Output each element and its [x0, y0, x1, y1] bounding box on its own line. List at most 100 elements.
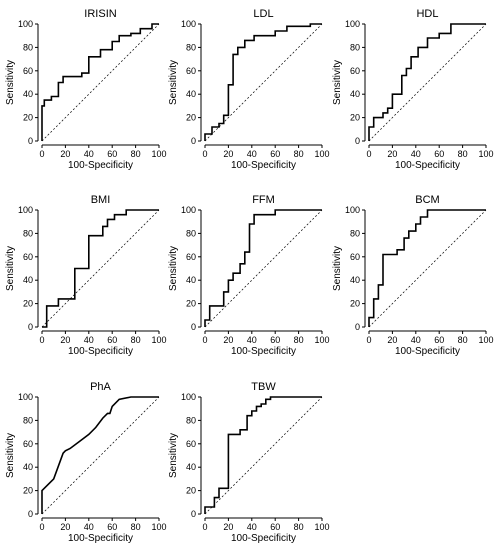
reference-diagonal: [41, 23, 160, 142]
y-axis-label: Sensitivity: [5, 60, 16, 105]
y-tick-label: 80: [23, 228, 33, 238]
y-tick-label: 100: [18, 392, 33, 402]
y-tick-label: 40: [23, 462, 33, 472]
y-tick-label: 20: [186, 113, 196, 123]
x-tick-label: 100: [151, 335, 166, 345]
x-tick-label: 20: [387, 149, 397, 159]
x-axis-label: 100-Specificity: [68, 346, 133, 357]
y-tick-label: 0: [191, 136, 196, 146]
x-tick-label: 100: [314, 335, 329, 345]
x-tick-label: 60: [107, 335, 117, 345]
roc-panel-irisin: IRISIN 0 20 40 60 80 100 0 20 40 60 80 100 100-Specif…: [5, 8, 167, 171]
x-tick-label: 60: [107, 149, 117, 159]
x-tick-label: 20: [223, 149, 233, 159]
y-tick-label: 20: [23, 486, 33, 496]
roc-curve: [204, 23, 322, 141]
x-tick-label: 0: [39, 149, 44, 159]
panel-title: FFM: [252, 194, 275, 206]
reference-diagonal: [368, 23, 487, 142]
reference-diagonal: [41, 396, 160, 515]
roc-panel-bcm: BCM 0 20 40 60 80 100 0 20 40 60 80 100 100-Specifici…: [332, 194, 494, 357]
roc-curve: [42, 209, 159, 328]
x-tick-label: 40: [84, 522, 94, 532]
x-tick-label: 40: [247, 335, 257, 345]
x-tick-label: 40: [84, 149, 94, 159]
reference-diagonal: [204, 209, 323, 328]
panel-title: IRISIN: [84, 8, 116, 20]
y-axis-label: Sensitivity: [5, 246, 16, 291]
reference-diagonal: [204, 23, 323, 142]
y-tick-label: 80: [350, 42, 360, 52]
x-tick-label: 40: [247, 522, 257, 532]
reference-diagonal: [41, 209, 160, 328]
y-tick-label: 60: [350, 66, 360, 76]
x-axis-label: 100-Specificity: [395, 160, 460, 171]
y-tick-label: 20: [23, 113, 33, 123]
y-tick-label: 100: [18, 19, 33, 29]
y-tick-label: 60: [23, 252, 33, 262]
x-tick-label: 0: [39, 335, 44, 345]
panel-title: TBW: [251, 381, 276, 393]
x-tick-label: 80: [131, 522, 141, 532]
y-tick-label: 80: [186, 42, 196, 52]
roc-curve: [368, 209, 486, 327]
reference-diagonal: [368, 209, 487, 328]
x-tick-label: 40: [247, 149, 257, 159]
x-tick-label: 40: [411, 149, 421, 159]
x-tick-label: 100: [478, 335, 493, 345]
y-tick-label: 60: [350, 252, 360, 262]
y-axis-label: Sensitivity: [332, 60, 343, 105]
x-tick-label: 20: [223, 522, 233, 532]
x-tick-label: 20: [60, 335, 70, 345]
y-tick-label: 100: [345, 19, 360, 29]
y-axis-label: Sensitivity: [168, 433, 179, 478]
y-tick-label: 40: [186, 462, 196, 472]
panel-title: LDL: [253, 8, 273, 20]
x-tick-label: 20: [223, 335, 233, 345]
x-tick-label: 100: [314, 149, 329, 159]
y-tick-label: 40: [350, 275, 360, 285]
y-tick-label: 40: [23, 275, 33, 285]
x-axis-label: 100-Specificity: [231, 160, 296, 171]
x-tick-label: 20: [387, 335, 397, 345]
roc-panel-pha: PhA 0 20 40 60 80 100 0 20 40 60 80 100 100-Specifici…: [5, 381, 167, 544]
y-tick-label: 40: [350, 89, 360, 99]
panel-title: BMI: [91, 194, 111, 206]
x-tick-label: 20: [60, 149, 70, 159]
y-tick-label: 100: [345, 205, 360, 215]
y-tick-label: 20: [350, 299, 360, 309]
y-tick-label: 80: [186, 228, 196, 238]
y-tick-label: 80: [23, 42, 33, 52]
x-tick-label: 0: [202, 149, 207, 159]
reference-diagonal: [204, 396, 323, 515]
roc-panel-tbw: TBW 0 20 40 60 80 100 0 20 40 60 80 100 100-Specifici…: [168, 381, 330, 544]
y-tick-label: 60: [186, 439, 196, 449]
x-tick-label: 60: [434, 149, 444, 159]
y-tick-label: 0: [28, 509, 33, 519]
panel-title: HDL: [416, 8, 438, 20]
y-tick-label: 0: [28, 322, 33, 332]
panel-title: PhA: [90, 381, 111, 393]
roc-curve: [204, 396, 322, 514]
x-axis-label: 100-Specificity: [395, 346, 460, 357]
x-tick-label: 0: [202, 522, 207, 532]
y-tick-label: 80: [186, 415, 196, 425]
y-tick-label: 20: [350, 113, 360, 123]
x-tick-label: 100: [314, 522, 329, 532]
x-tick-label: 0: [366, 149, 371, 159]
x-tick-label: 100: [151, 149, 166, 159]
y-tick-label: 0: [191, 509, 196, 519]
x-tick-label: 80: [294, 522, 304, 532]
x-tick-label: 20: [60, 522, 70, 532]
y-axis-label: Sensitivity: [332, 246, 343, 291]
x-tick-label: 80: [131, 149, 141, 159]
x-axis-label: 100-Specificity: [231, 346, 296, 357]
roc-panel-ffm: FFM 0 20 40 60 80 100 0 20 40 60 80 100 100-Specifici…: [168, 194, 330, 357]
y-tick-label: 0: [355, 136, 360, 146]
y-tick-label: 40: [23, 89, 33, 99]
y-tick-label: 60: [186, 252, 196, 262]
roc-curve: [204, 209, 322, 327]
x-tick-label: 80: [294, 335, 304, 345]
x-tick-label: 0: [366, 335, 371, 345]
